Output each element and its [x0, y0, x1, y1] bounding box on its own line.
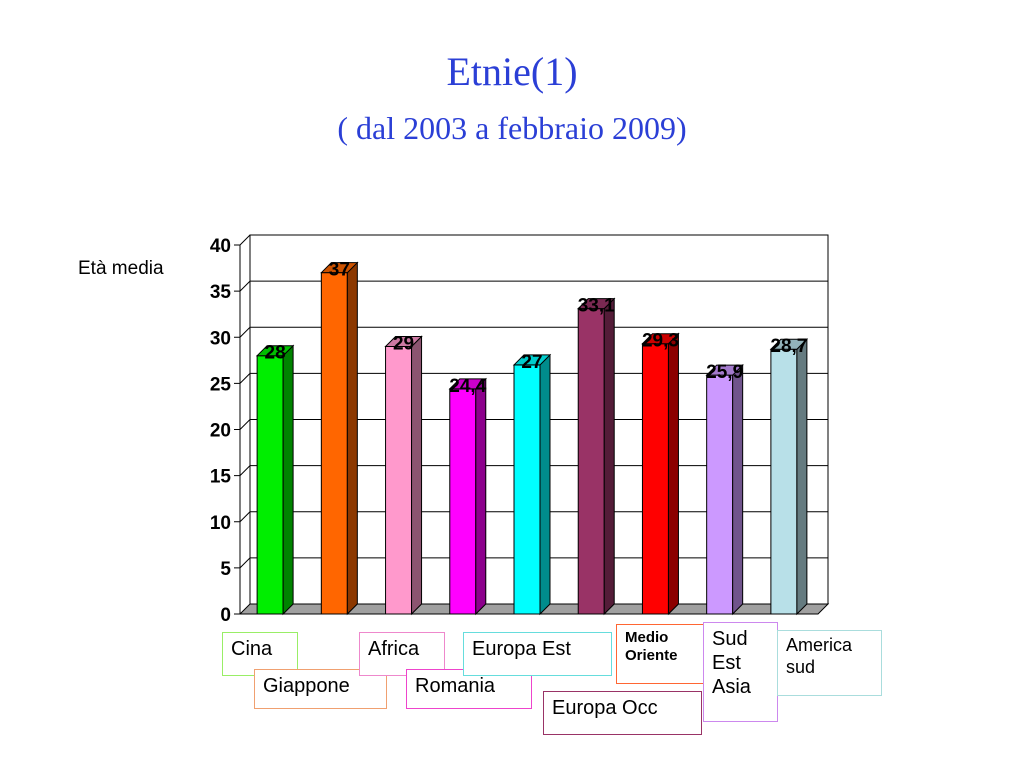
legend-text: Asia: [712, 676, 751, 698]
bar-top: [320, 262, 359, 274]
data-label: 29: [393, 333, 414, 354]
legend-text: sud: [786, 656, 816, 677]
gridline-diagonal: [239, 326, 251, 338]
chart-title: Etnie(1): [446, 49, 578, 94]
legend-text: Romania: [415, 675, 496, 697]
bar-cina: [256, 355, 284, 615]
bar-side: [667, 332, 679, 616]
legend-item-america-sud: America sud: [777, 630, 882, 696]
legend-text: Sud: [712, 628, 748, 650]
legend-item-medio-oriente: Medio Oriente: [616, 624, 708, 684]
bar-top: [641, 333, 680, 345]
bar-top: [512, 354, 552, 366]
legend-item-sud-est-asia: Sud Est Asia: [703, 622, 778, 722]
legend-text: Medio: [625, 629, 669, 646]
y-tick-label: 5: [220, 559, 231, 580]
y-tick-label: 30: [210, 328, 231, 349]
legend-text: Europa Occ: [552, 697, 658, 719]
bar-top: [255, 345, 295, 357]
legend-text: Est: [712, 652, 741, 674]
bar-africa: [385, 345, 413, 615]
bar-europa-est: [513, 364, 541, 615]
bar-top: [384, 335, 423, 347]
legend-item-cina: Cina: [222, 632, 298, 676]
data-label: 25,9: [706, 362, 743, 383]
bar-america-sud: [770, 348, 798, 615]
legend-text: America: [786, 635, 853, 655]
data-label: 28,7: [770, 336, 807, 357]
gridline-diagonal: [239, 511, 251, 523]
gridline-diagonal: [239, 373, 251, 384]
bar-europa-occ: [577, 308, 605, 615]
bar-giappone: [320, 272, 348, 615]
bar-side: [796, 338, 808, 616]
y-tick-label: 20: [210, 421, 231, 442]
bar-sud-est-asia: [706, 374, 734, 615]
gridline-diagonal: [239, 465, 251, 476]
y-tick-label: 0: [220, 605, 231, 626]
y-axis-label: Età media: [78, 258, 164, 279]
y-tick-label: 25: [210, 374, 232, 395]
data-label: 29,3: [642, 331, 679, 352]
bar-side: [732, 363, 744, 616]
legend-text: Cina: [231, 638, 273, 660]
data-label: 28: [265, 343, 286, 364]
bar-side: [603, 297, 615, 616]
legend-text: Europa Est: [472, 638, 571, 660]
bar-top: [577, 298, 616, 310]
gridline-diagonal: [239, 419, 251, 430]
bar-top: [769, 338, 809, 350]
legend-item-europa-est: Europa Est: [463, 632, 612, 676]
bar-side: [475, 377, 487, 616]
legend-text: Africa: [368, 638, 420, 660]
bar-romania: [449, 388, 477, 615]
legend-item-giappone: Giappone: [254, 669, 387, 709]
gridline-diagonal: [239, 557, 251, 569]
bar-side: [411, 335, 423, 616]
y-tick-label: 10: [210, 513, 231, 534]
chart-subtitle: ( dal 2003 a febbraio 2009): [337, 110, 687, 146]
legend-item-europa-occ: Europa Occ: [543, 691, 702, 735]
data-label: 24,4: [449, 376, 486, 397]
y-tick-label: 15: [210, 467, 232, 488]
bar-medio-oriente: [641, 343, 669, 615]
bar-top: [448, 378, 487, 390]
bar-top: [705, 364, 744, 376]
data-label: 33,1: [578, 296, 615, 317]
gridline-diagonal: [239, 234, 251, 246]
data-label: 27: [521, 352, 542, 373]
data-label: 37: [329, 260, 350, 281]
bar-side: [282, 344, 294, 616]
gridline-diagonal: [239, 280, 251, 292]
bar-side: [346, 261, 358, 616]
y-tick-label: 40: [210, 236, 231, 257]
legend-text: Oriente: [625, 647, 678, 664]
legend-item-africa: Africa: [359, 632, 445, 676]
legend-text: Giappone: [263, 675, 350, 697]
bar-side: [539, 353, 551, 616]
y-tick-label: 35: [210, 282, 232, 303]
